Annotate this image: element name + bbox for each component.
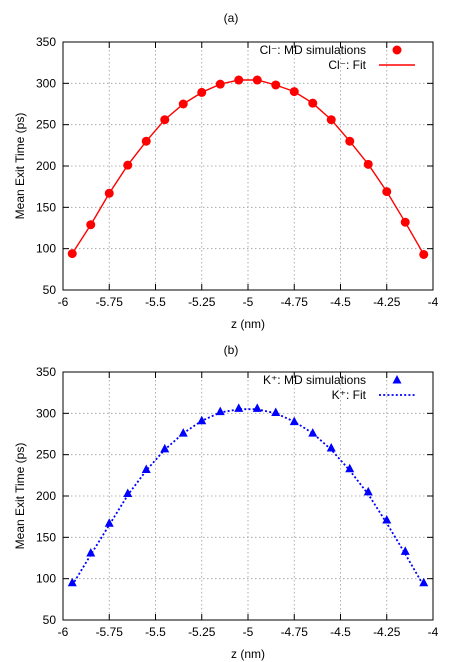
x-tick-label: -5.5 — [145, 625, 166, 639]
series-line — [71, 79, 425, 255]
data-point — [160, 443, 170, 453]
legend-marker-swatch — [392, 45, 402, 55]
x-tick-label: -4.25 — [373, 295, 401, 309]
chart-title: (a) — [224, 11, 239, 25]
legend-label: Cl⁻: MD simulations — [260, 43, 366, 57]
data-point — [326, 443, 336, 452]
data-point — [104, 518, 114, 527]
y-tick-label: 100 — [36, 242, 56, 256]
y-tick-label: 350 — [36, 365, 56, 379]
x-tick-label: -5.5 — [145, 295, 166, 309]
plot-frame — [62, 371, 434, 621]
x-tick-label: -5 — [243, 295, 254, 309]
x-tick-label: -4 — [428, 625, 439, 639]
data-point — [308, 428, 318, 437]
x-tick-label: -4.75 — [281, 295, 309, 309]
y-tick-label: 50 — [43, 613, 57, 627]
x-tick-label: -4.5 — [330, 625, 351, 639]
y-tick-label: 300 — [36, 406, 56, 420]
y-tick-label: 150 — [36, 530, 56, 544]
y-tick-label: 250 — [36, 448, 56, 462]
plot-frame — [62, 41, 434, 291]
y-tick-label: 200 — [36, 159, 56, 173]
x-tick-label: -6 — [58, 295, 69, 309]
y-tick-label: 350 — [36, 35, 56, 49]
data-point — [252, 403, 262, 412]
data-point — [419, 577, 429, 587]
y-tick-label: 250 — [36, 118, 56, 132]
x-tick-label: -6 — [58, 625, 69, 639]
x-axis-label: z (nm) — [231, 647, 265, 661]
y-tick-label: 150 — [36, 200, 56, 214]
x-tick-label: -4.75 — [281, 625, 309, 639]
series-line — [71, 408, 425, 587]
y-tick-label: 100 — [36, 572, 56, 586]
x-axis-label: z (nm) — [231, 317, 265, 331]
x-tick-label: -5.75 — [96, 625, 124, 639]
data-point — [345, 463, 355, 473]
legend-marker-swatch — [392, 375, 402, 384]
data-point — [123, 488, 133, 498]
data-point — [400, 546, 410, 555]
y-axis-label: Mean Exit Time (ps) — [13, 443, 27, 550]
x-tick-label: -4.25 — [373, 625, 401, 639]
y-tick-label: 200 — [36, 489, 56, 503]
y-axis-label: Mean Exit Time (ps) — [13, 113, 27, 220]
x-tick-label: -5.25 — [188, 625, 216, 639]
y-tick-label: 50 — [43, 283, 57, 297]
x-tick-label: -5.75 — [96, 295, 124, 309]
data-point — [215, 406, 225, 416]
legend-label: Cl⁻: Fit — [328, 58, 366, 72]
chart-title: (b) — [224, 343, 239, 357]
chart-panel-1: -6 -5.75 -5.5 -5.25 -5 -4.75 -4.5 -4.25 -4 50 100 1… — [13, 11, 439, 331]
data-point — [234, 403, 244, 412]
x-tick-label: -4 — [428, 295, 439, 309]
legend-label: K⁺: Fit — [332, 388, 367, 402]
x-tick-label: -5.25 — [188, 295, 216, 309]
data-point — [363, 486, 373, 496]
x-tick-label: -4.5 — [330, 295, 351, 309]
chart-panel-2: -6 -5.75 -5.5 -5.25 -5 -4.75 -4.5 -4.25 -4 50 100 1… — [13, 343, 439, 661]
data-point — [141, 464, 151, 474]
data-point — [86, 548, 96, 557]
data-point — [382, 514, 392, 524]
y-tick-label: 300 — [36, 76, 56, 90]
legend-label: K⁺: MD simulations — [263, 373, 366, 387]
x-tick-label: -5 — [243, 625, 254, 639]
data-point — [67, 577, 77, 587]
